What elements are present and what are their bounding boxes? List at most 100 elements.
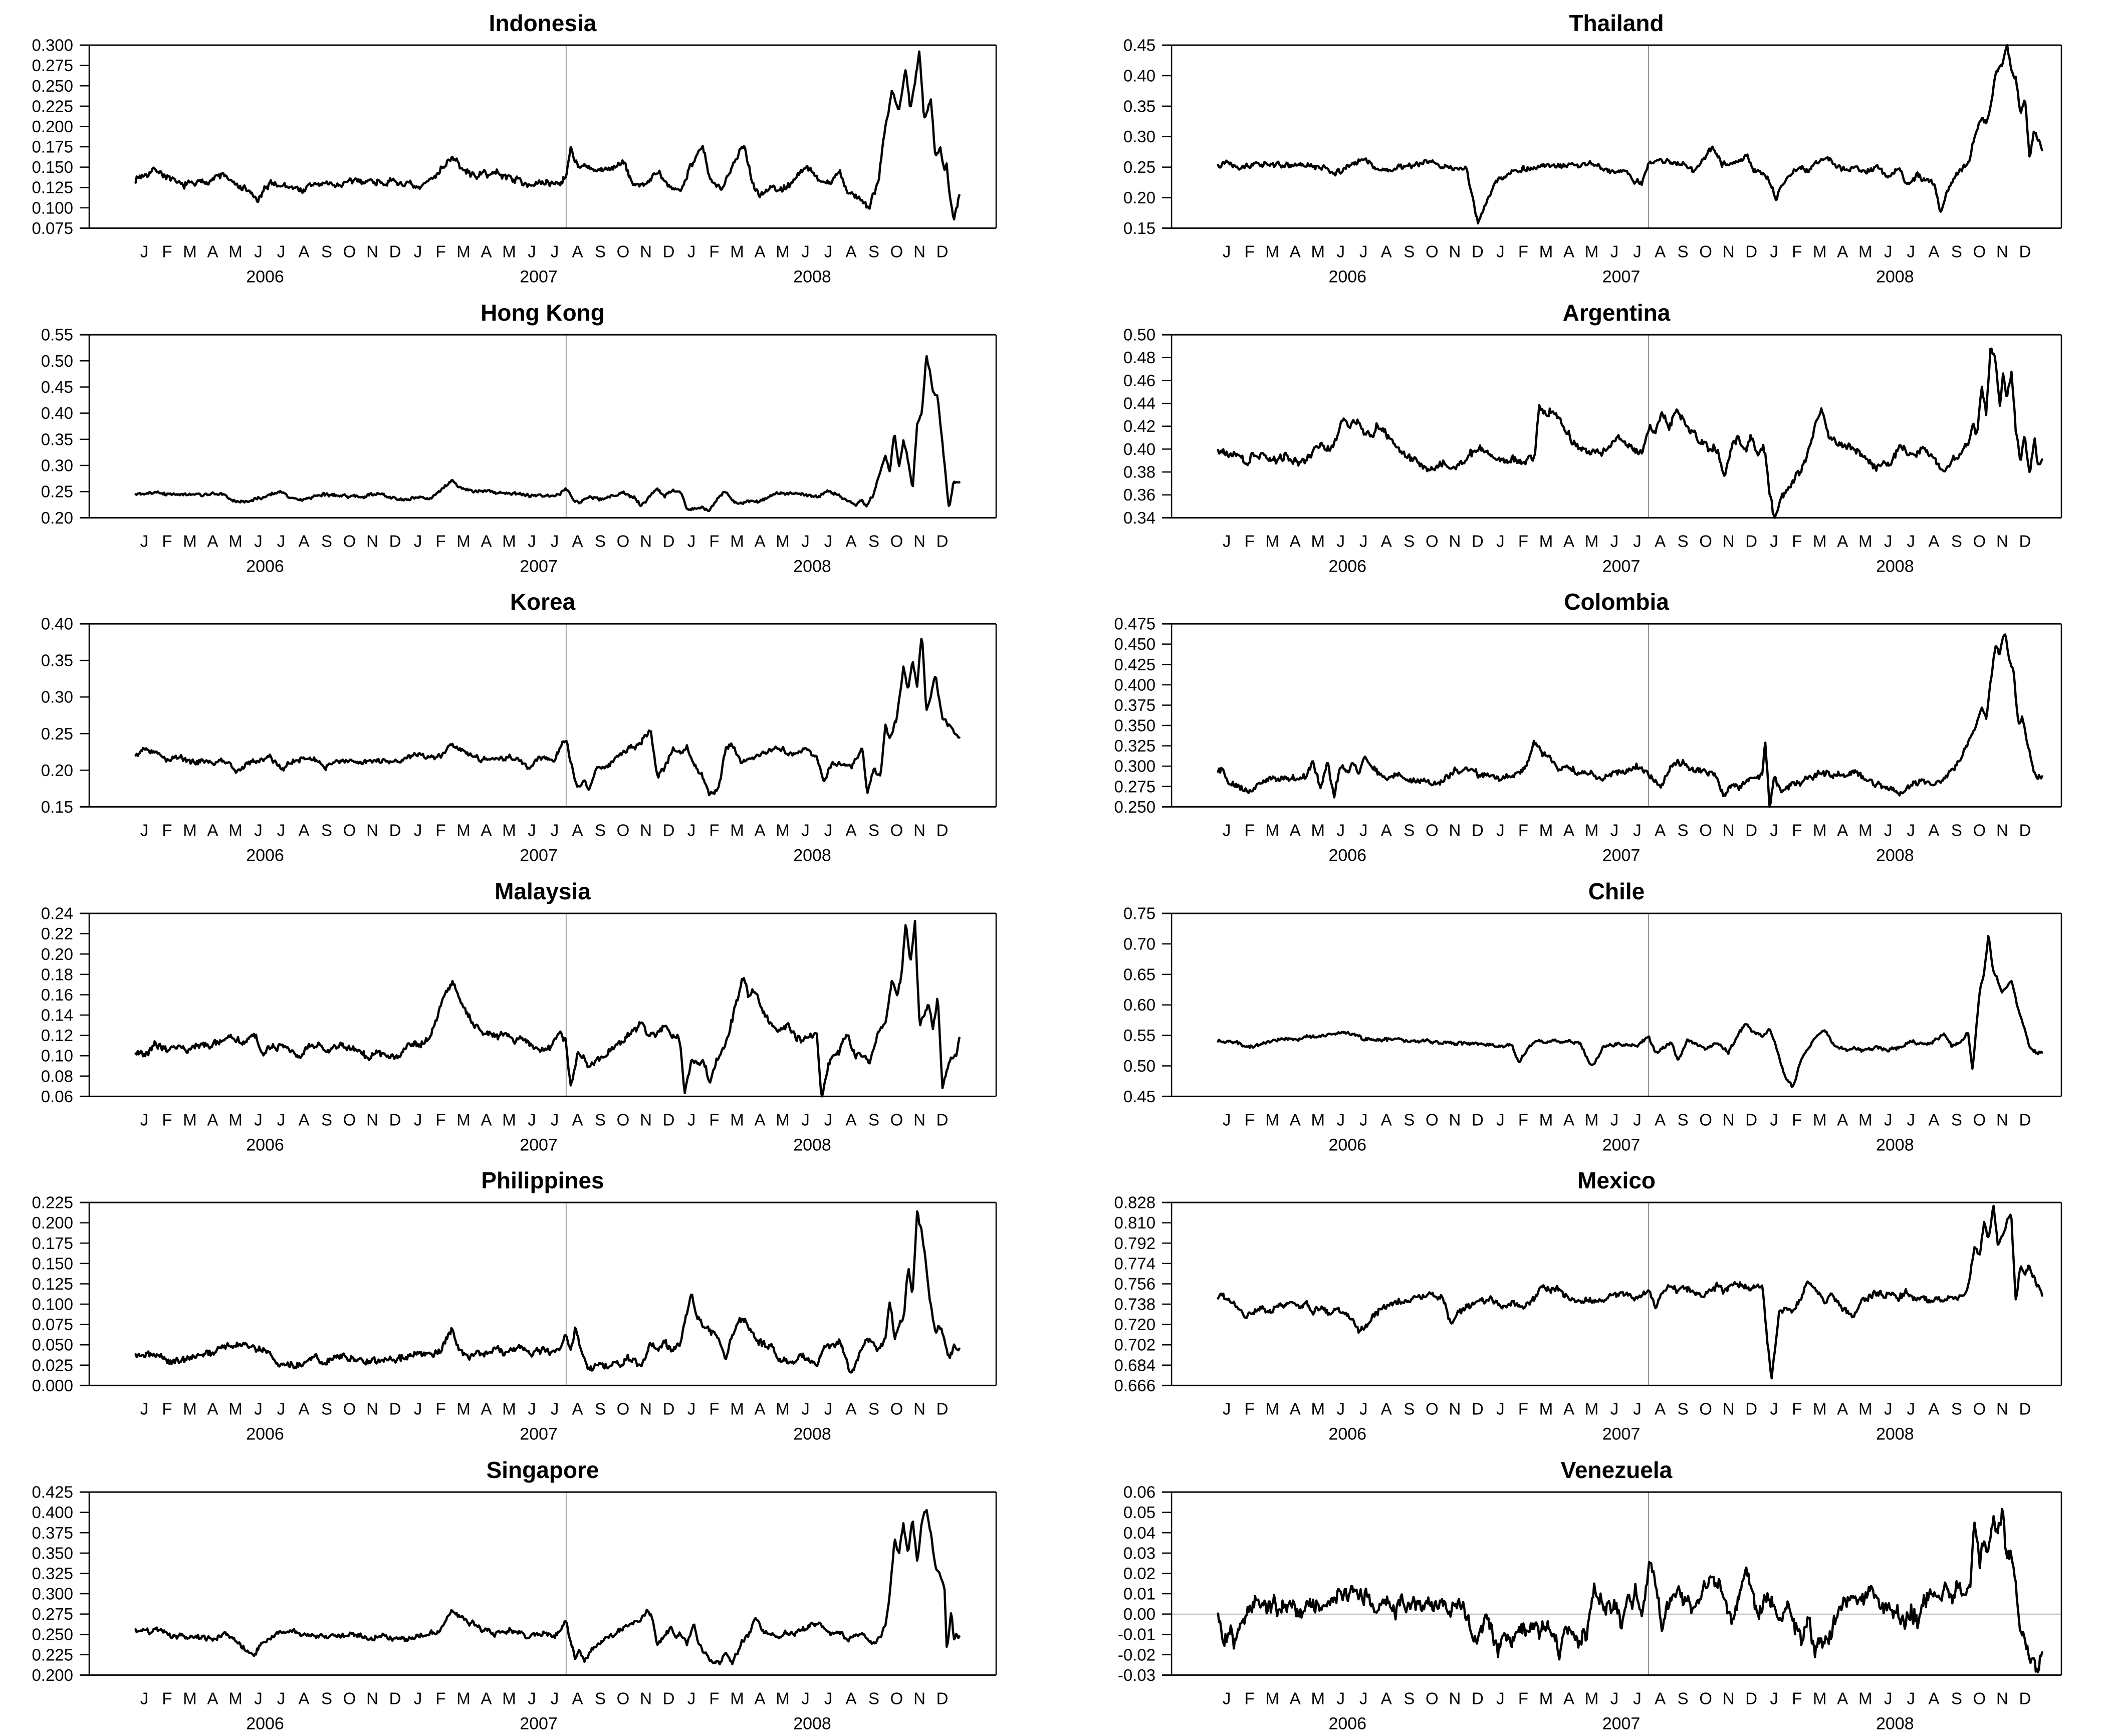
x-axis-month-label: J [1337,242,1345,261]
x-axis-month-label: N [1996,1399,2008,1418]
x-axis-month-label: O [617,821,630,839]
x-axis-month-label: M [776,1399,789,1418]
x-axis-month-label: A [207,242,218,261]
x-axis-month-label: M [183,1689,196,1707]
x-axis-month-label: S [321,532,332,550]
x-axis-month-label: N [1996,242,2008,261]
x-axis-month-label: O [1973,1689,1986,1707]
chart-cell: Venezuela -0.03 -0.02 -0.01 0.00 0.01 0.02 0.03… [1052,1447,2105,1736]
x-axis-month-label: M [502,1110,516,1129]
y-axis-tick-label: 0.150 [32,158,73,176]
x-axis-month-label: M [1585,242,1599,261]
x-axis-month-label: A [1655,821,1666,839]
y-axis-tick-label: 0.774 [1114,1254,1155,1273]
x-axis-month-label: J [1633,532,1642,550]
x-axis-month-label: M [776,1110,789,1129]
x-axis-month-label: S [1678,242,1689,261]
x-axis-month-label: J [1770,1110,1778,1129]
x-axis-month-label: M [456,1689,470,1707]
x-axis-month-label: A [481,532,492,550]
y-axis-tick-label: 0.50 [1123,325,1155,344]
chart-canvas: Malaysia 0.06 0.08 0.100.12 0.14 0.16 0.18 0.20… [41,878,997,1154]
x-axis-month-label: M [1813,242,1827,261]
x-axis-month-label: M [1858,1399,1873,1418]
x-axis-month-label: S [1404,532,1415,550]
x-axis-month-label: J [140,532,148,550]
x-axis-month-label: N [366,242,378,261]
x-axis-month-label: M [1813,532,1827,550]
x-axis-month-label: A [298,1110,309,1129]
x-axis-month-label: S [1404,1399,1415,1418]
chart-title: Indonesia [489,10,597,36]
x-axis-month-label: A [1563,1399,1574,1418]
x-axis-month-label: D [663,1689,675,1707]
x-axis-year-label: 2008 [793,1714,831,1733]
y-axis-tick-label: 0.200 [32,1665,73,1684]
x-axis-year-label: 2008 [1876,267,1914,286]
x-axis-month-label: J [1633,1110,1642,1129]
x-axis-month-label: D [2019,1399,2031,1418]
x-axis-month-label: M [456,1110,470,1129]
x-axis-month-label: M [1585,1689,1599,1707]
x-axis-month-label: J [824,821,832,839]
x-axis-month-label: O [1426,532,1439,550]
x-axis-month-label: N [913,532,925,550]
x-axis-month-label: J [1337,1689,1345,1707]
x-axis-month-label: O [890,532,903,550]
x-axis-month-label: S [1404,242,1415,261]
x-axis-month-label: A [845,242,856,261]
x-axis-month-label: A [298,242,309,261]
chart-title: Korea [510,589,576,615]
x-axis-month-label: M [183,532,196,550]
x-axis-month-label: S [1678,532,1689,550]
x-axis-month-label: O [343,532,356,550]
x-axis-month-label: J [254,1110,262,1129]
x-axis-month-label: N [640,1689,652,1707]
y-axis-tick-label: 0.55 [1123,1026,1155,1045]
x-axis-month-label: J [1633,821,1642,839]
x-axis-month-label: J [1610,242,1619,261]
y-axis-tick-label: 0.24 [41,904,73,922]
x-axis-month-label: J [1633,1399,1642,1418]
y-axis-tick-label: 0.65 [1123,965,1155,983]
x-axis-month-label: A [481,1689,492,1707]
chart-canvas: Argentina 0.34 0.36 0.38 0.40 0.42 0.44 0.46 0.4… [1123,300,2062,576]
y-axis-tick-label: 0.45 [41,377,73,396]
x-axis-year-label: 2007 [1602,846,1641,865]
y-axis-tick-label: 0.250 [32,1625,73,1643]
x-axis-month-label: J [1496,821,1505,839]
x-axis-month-label: A [1381,532,1392,550]
x-axis-month-label: O [890,1110,903,1129]
x-axis-month-label: A [572,1110,583,1129]
chart-title: Singapore [487,1457,599,1483]
y-axis-tick-label: 0.15 [41,798,73,816]
chart-title: Philippines [481,1167,604,1193]
x-axis-month-label: J [1610,1399,1619,1418]
x-axis-month-label: J [254,532,262,550]
y-axis-tick-label: 0.40 [41,615,73,633]
x-axis-month-label: F [435,532,445,550]
x-axis-month-label: J [528,1399,536,1418]
x-axis-year-label: 2006 [1328,1714,1366,1733]
x-axis-month-label: F [1792,1399,1802,1418]
x-axis-month-label: M [776,821,789,839]
x-axis-month-label: J [140,1689,148,1707]
x-axis-month-label: F [162,1110,172,1129]
x-axis-month-label: J [824,532,832,550]
y-axis-tick-label: 0.40 [1123,439,1155,458]
x-axis-month-label: O [890,1399,903,1418]
y-axis-tick-label: 0.36 [1123,485,1155,504]
x-axis-year-label: 2007 [520,1714,558,1733]
x-axis-month-label: J [1359,1110,1368,1129]
x-axis-year-label: 2007 [520,846,558,865]
chart-cell: Indonesia 0.075 0.100 0.125 0.150 0.175 0.200 0… [0,0,1052,290]
x-axis-month-label: O [1699,532,1712,550]
x-axis-month-label: J [1770,532,1778,550]
x-axis-month-label: N [640,821,652,839]
x-axis-month-label: N [913,1689,925,1707]
x-axis-month-label: F [1792,532,1802,550]
x-axis-month-label: J [140,1110,148,1129]
x-axis-month-label: J [1359,1689,1368,1707]
x-axis-month-label: J [1223,821,1231,839]
x-axis-month-label: D [937,821,949,839]
